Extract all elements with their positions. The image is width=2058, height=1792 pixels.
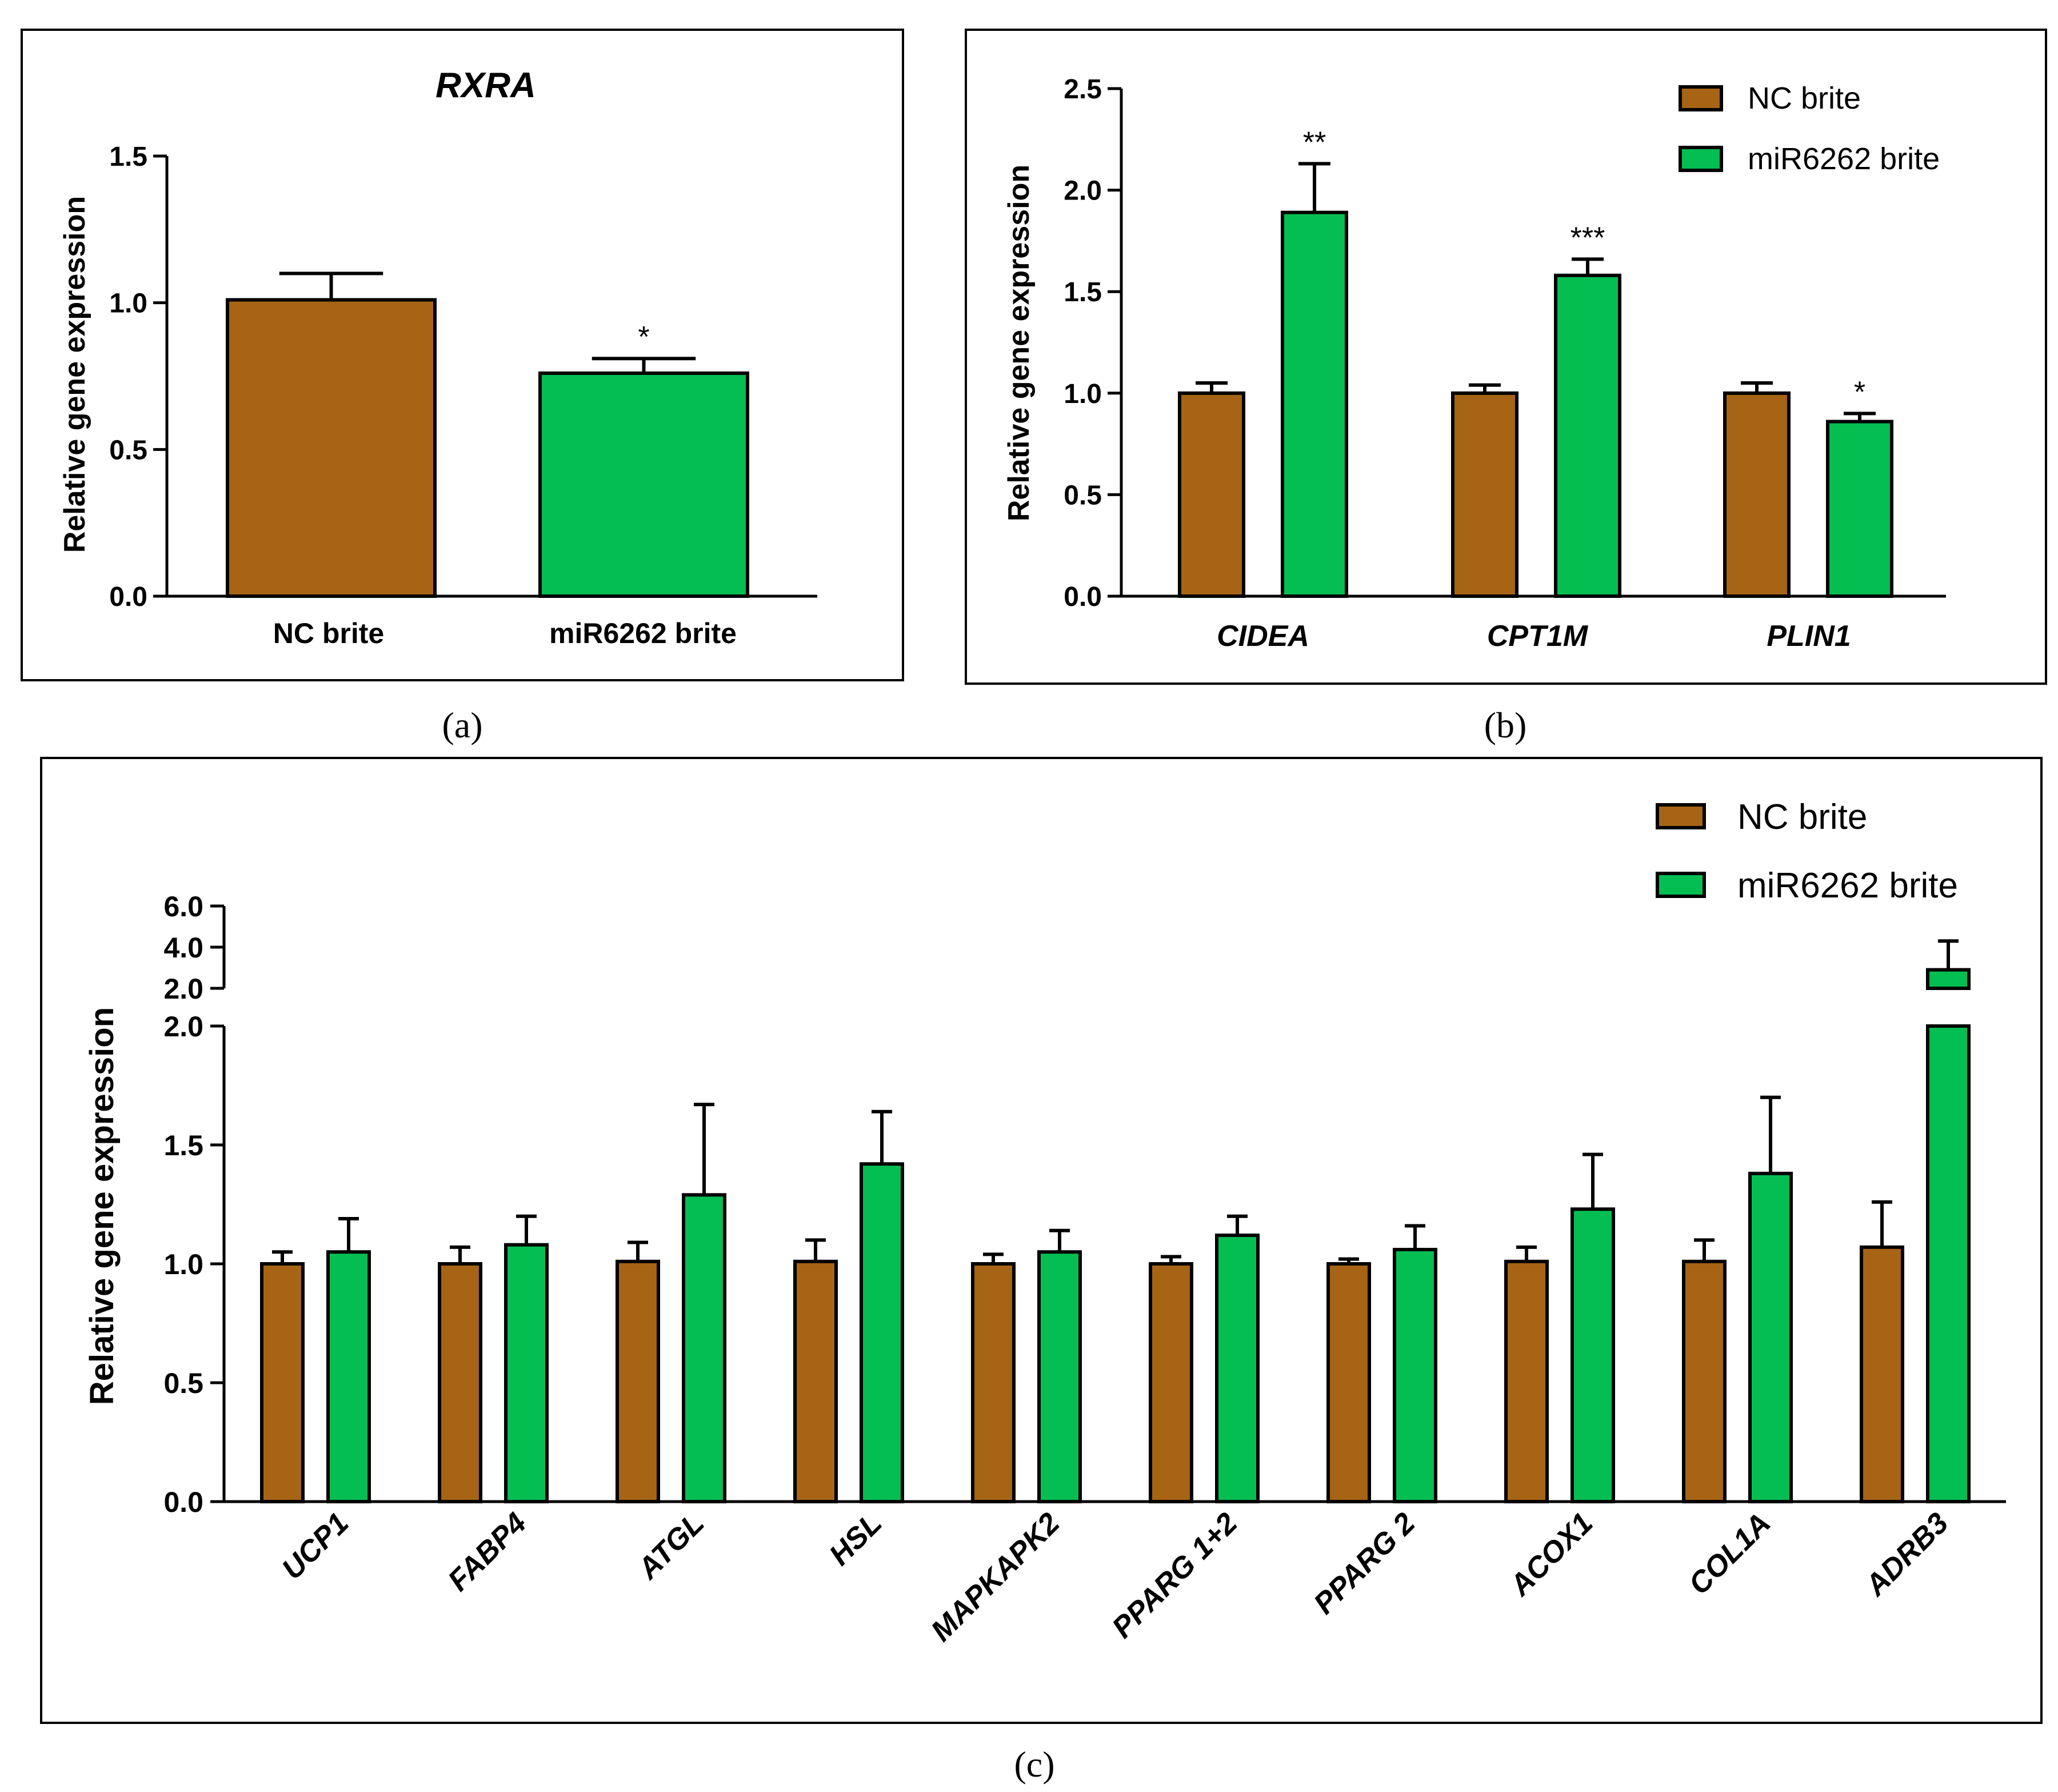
panel-a-frame [21,29,904,681]
chart-c-bar [1504,1259,1549,1504]
chart-b-bar [1826,420,1893,598]
chart-c-bar [1860,1245,1904,1503]
chart-b-ytick-label: 0.5 [1064,480,1102,510]
chart-c-bar [616,1259,660,1504]
chart-c-bar [1571,1207,1615,1504]
chart-c-xtick-label: ATGL [631,1506,711,1586]
chart-a-bar [538,371,749,598]
chart-b-ytick-label: 1.0 [1064,379,1102,409]
chart-b-legend-label: miR6262 brite [1748,142,1940,176]
chart-c-xtick-label: MAPKAPK2 [925,1506,1066,1647]
chart-c-xtick-label: ADRB3 [1858,1506,1955,1603]
chart-c-bar [1149,1262,1193,1503]
chart-c-legend-label: miR6262 brite [1737,866,1958,905]
chart-c-bar [682,1193,726,1504]
chart-c-bar [1682,1259,1727,1504]
chart-b-bar-significance: *** [1571,221,1605,254]
chart-c-ytick-label: 2.0 [163,973,203,1005]
chart-b-ytick-label: 0.0 [1064,582,1102,612]
chart-c-bar [1748,1171,1793,1503]
chart-a: RXRA 0.0 0.5 1.0 1.5 Relative gene expression… [58,66,817,649]
chart-b-bar [1451,391,1518,598]
chart-b-ytick-label: 2.0 [1064,176,1102,206]
chart-c-xtick-label: PPARG 1+2 [1106,1506,1244,1645]
chart-c-xtick-label: HSL [823,1506,889,1572]
chart-b-ytick-label: 1.5 [1064,277,1102,308]
chart-a-ytick-label: 1.5 [109,142,147,172]
chart-c-bar [1393,1248,1437,1504]
chart-c-ytick-label: 2.0 [163,1011,203,1043]
chart-c-xtick-label: ACOX1 [1502,1506,1599,1603]
chart-b-xtick-label: CIDEA [1217,620,1309,653]
panel-label-c: (c) [1014,1744,1054,1785]
chart-c-bar [438,1262,482,1503]
chart-c-ytick-label: 1.5 [163,1130,203,1162]
chart-c-ytick-label: 1.0 [163,1248,203,1280]
chart-b-bar [1281,210,1348,598]
chart-c-xtick-label: COL1A [1683,1506,1777,1601]
panel-c-frame [40,757,2043,1724]
chart-c-bar-lower [1926,1024,1971,1503]
chart-b-bar-significance: ** [1303,126,1326,159]
chart-c-bar [1326,1262,1371,1503]
chart-c-ytick-label: 4.0 [163,932,203,964]
chart-b-legend-swatch [1679,146,1723,172]
chart-c-bar [793,1259,838,1504]
chart-a-ytick-label: 0.0 [109,582,147,612]
chart-a-xtick-label: NC brite [273,617,384,649]
chart-c-bar-upper [1926,968,1971,990]
chart-b-legend-label: NC brite [1748,81,1861,115]
chart-b-bar [1554,273,1621,598]
chart-b-legend-swatch [1679,85,1723,111]
panel-b-frame [965,29,2047,685]
chart-b-ylabel: Relative gene expression [1002,165,1036,521]
chart-c-ytick-label: 0.5 [163,1367,203,1399]
chart-c-bar [260,1262,305,1503]
chart-c: 0.0 0.5 1.0 1.5 2.0 2.0 4.0 6.0 Relative gene ex… [83,797,2006,1648]
chart-c-xtick-label: FABP4 [442,1506,533,1598]
chart-c-bar [1037,1250,1082,1503]
chart-a-ytick-label: 0.5 [109,435,147,465]
chart-c-xtick-label: UCP1 [275,1506,355,1586]
chart-c-bar [860,1162,904,1503]
chart-c-bar [1215,1234,1260,1504]
chart-a-ylabel: Relative gene expression [58,196,91,553]
chart-a-xtick-label: miR6262 brite [549,617,737,649]
panel-label-a: (a) [442,705,482,745]
chart-c-legend-label: NC brite [1737,797,1867,837]
chart-a-bar [226,298,437,598]
chart-c-bar [326,1250,371,1503]
chart-c-ytick-label: 6.0 [163,891,203,923]
chart-a-bar-significance: * [638,321,649,354]
chart-b-bar [1178,391,1245,598]
chart-c-legend-swatch [1656,872,1706,898]
chart-b-bar [1723,391,1791,598]
chart-b-xtick-label: CPT1M [1487,620,1589,653]
chart-b-bar-significance: * [1854,376,1865,409]
panel-label-b: (b) [1484,705,1527,745]
chart-c-legend-swatch [1656,803,1706,829]
chart-c-ytick-label: 0.0 [163,1486,203,1518]
chart-b: 0.0 0.5 1.0 1.5 2.0 2.5 Relative gene expressi… [1002,74,1946,653]
chart-c-xtick-label: PPARG 2 [1308,1506,1422,1621]
chart-c-bar [971,1262,1016,1503]
chart-b-ytick-label: 2.5 [1064,74,1102,105]
chart-a-title: RXRA [435,66,536,105]
chart-b-xtick-label: PLIN1 [1767,620,1851,653]
chart-a-ytick-label: 1.0 [109,289,147,319]
chart-c-bar [504,1243,549,1503]
chart-c-ylabel: Relative gene expression [83,1007,121,1405]
